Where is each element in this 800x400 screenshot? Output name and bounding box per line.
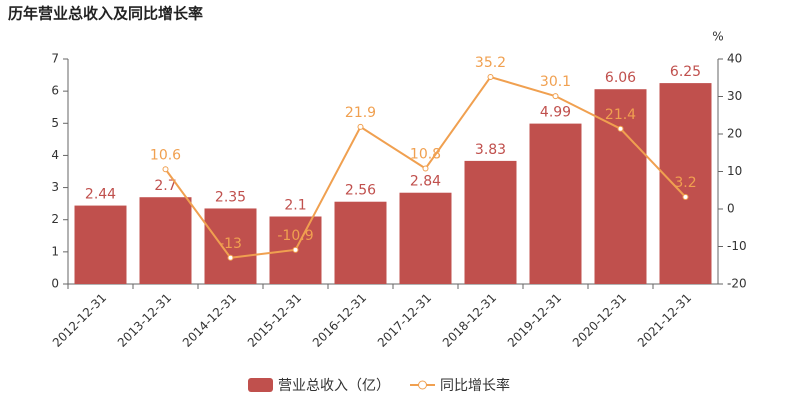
x-tick-label: 2016-12-31 [310, 291, 369, 350]
y2-tick-label: 30 [727, 89, 742, 103]
bar [659, 83, 712, 284]
bar-value-label: 6.25 [670, 64, 701, 80]
x-tick-label: 2014-12-31 [180, 291, 239, 350]
bar-value-label: 2.7 [154, 178, 176, 194]
bar [204, 208, 257, 284]
y-tick-label: 6 [51, 84, 59, 98]
bar-value-label: 4.99 [540, 105, 571, 121]
line-point [487, 74, 494, 80]
y-tick-label: 7 [51, 52, 59, 66]
bar [529, 123, 582, 284]
x-tick-label: 2018-12-31 [440, 291, 499, 350]
y-tick-label: 5 [51, 116, 59, 130]
y2-tick-label: 40 [727, 52, 742, 66]
line-value-label: -10.9 [277, 228, 313, 244]
line-point [292, 246, 299, 253]
bar-value-label: 3.83 [475, 142, 506, 158]
line-point [552, 93, 559, 100]
y2-tick-label: -10 [727, 239, 747, 253]
x-tick-label: 2020-12-31 [570, 291, 629, 350]
x-tick-label: 2015-12-31 [245, 291, 304, 350]
bar-value-label: 2.1 [284, 198, 306, 214]
x-tick-label: 2019-12-31 [505, 291, 564, 350]
bar-value-label: 2.35 [215, 189, 246, 205]
line-value-label: 3.2 [674, 175, 696, 191]
bar [399, 192, 452, 284]
bar [139, 197, 192, 284]
y2-axis-label: % [712, 30, 723, 44]
legend-label: 营业总收入（亿） [278, 378, 390, 394]
bar-value-label: 6.06 [605, 70, 636, 86]
line-point [617, 125, 624, 132]
bar-value-label: 2.56 [345, 183, 376, 199]
y2-tick-label: 20 [727, 127, 742, 141]
line-value-label: 10.6 [150, 147, 181, 163]
bar [594, 89, 647, 284]
y-tick-label: 1 [51, 244, 59, 258]
line-value-label: 21.4 [605, 107, 636, 123]
line-point [682, 194, 689, 200]
line-value-label: 10.8 [410, 147, 441, 163]
bar-value-label: 2.84 [410, 174, 441, 190]
y2-tick-label: 10 [727, 164, 742, 178]
y-tick-label: 2 [51, 212, 59, 226]
bar [74, 205, 127, 284]
line-point [227, 254, 234, 261]
line-value-label: -13 [219, 236, 242, 252]
line-value-label: 35.2 [475, 55, 506, 71]
line-point [422, 165, 429, 172]
legend-label: 同比增长率 [440, 377, 510, 394]
line-value-label: 21.9 [345, 105, 376, 121]
y2-tick-label: 0 [727, 202, 735, 216]
chart-title: 历年营业总收入及同比增长率 [8, 5, 203, 23]
y-tick-label: 4 [51, 148, 59, 162]
line-point [162, 166, 169, 173]
y2-tick-label: -20 [727, 277, 747, 291]
legend-swatch [248, 378, 273, 392]
line-point [357, 123, 364, 130]
x-tick-label: 2021-12-31 [635, 291, 694, 350]
x-tick-label: 2012-12-31 [50, 291, 109, 350]
x-tick-label: 2017-12-31 [375, 291, 434, 350]
x-tick-label: 2013-12-31 [115, 291, 174, 350]
y-tick-label: 0 [51, 277, 59, 291]
bar-value-label: 2.44 [85, 187, 116, 203]
line-value-label: 30.1 [540, 74, 571, 90]
bar [464, 160, 517, 284]
y-tick-label: 3 [51, 180, 59, 194]
legend-swatch [418, 380, 427, 390]
bar [334, 201, 387, 284]
